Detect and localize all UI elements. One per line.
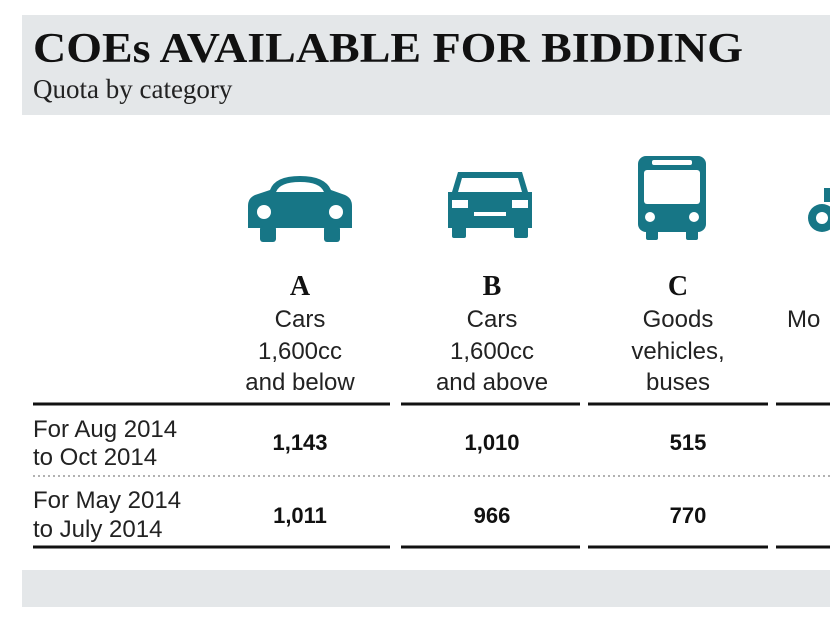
column-letter: B: [483, 271, 502, 302]
subtitle: Quota by category: [33, 74, 233, 104]
column-label: Cars: [275, 306, 326, 333]
title: COEs AVAILABLE FOR BIDDING: [33, 26, 743, 72]
column-letter: A: [290, 271, 311, 302]
footer-band: [22, 570, 830, 607]
row-label: For Aug 2014: [33, 416, 177, 443]
row-label: For May 2014: [33, 487, 181, 514]
cell-value: 770: [670, 503, 707, 528]
column-label: buses: [646, 369, 710, 396]
column-label: vehicles,: [631, 338, 724, 365]
cell-value: 515: [670, 430, 707, 455]
bus-icon: [638, 156, 706, 240]
cell-value: 1,010: [464, 430, 519, 455]
column-label: 1,600cc: [450, 338, 534, 365]
row-label: to July 2014: [33, 516, 162, 543]
cell-value: 966: [474, 503, 511, 528]
cell-value: 1,011: [273, 503, 327, 528]
column-label: and below: [245, 369, 355, 396]
header-band: [22, 15, 830, 115]
motorcycle-icon: [808, 188, 830, 232]
column-label: 1,600cc: [258, 338, 342, 365]
row-label: to Oct 2014: [33, 444, 157, 471]
column-letter: C: [668, 271, 688, 302]
car-icon: [448, 172, 532, 238]
cell-value: 1,143: [272, 430, 327, 455]
column-label: Mo: [787, 306, 820, 333]
column-label: Goods: [643, 306, 714, 333]
car-icon: [248, 176, 352, 242]
column-label: and above: [436, 369, 548, 396]
column-label: Cars: [467, 306, 518, 333]
